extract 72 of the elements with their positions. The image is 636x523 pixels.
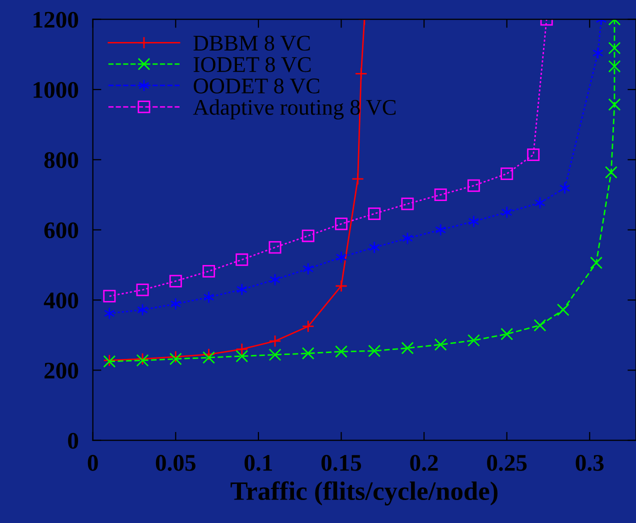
point <box>334 280 348 292</box>
legend-label: IODET 8 VC <box>194 57 311 72</box>
x-tick-label: 0.25 <box>487 454 527 471</box>
point <box>137 304 148 316</box>
point <box>236 253 248 266</box>
legend-label: DBBM 8 VC <box>193 36 310 51</box>
point <box>203 290 214 304</box>
x-tick-label: 0.05 <box>156 454 196 471</box>
point <box>236 350 248 362</box>
point <box>170 298 182 310</box>
x-tick-label: 0.2 <box>410 454 438 471</box>
point <box>467 179 480 192</box>
point <box>302 320 314 333</box>
point <box>592 46 604 60</box>
point <box>354 67 368 80</box>
point <box>302 262 314 276</box>
point <box>467 334 480 347</box>
point <box>302 347 314 360</box>
y-tick-label: 0 <box>68 432 78 449</box>
point <box>202 351 216 364</box>
point <box>268 334 282 348</box>
point <box>302 230 314 242</box>
point <box>434 188 447 202</box>
x-tick-label: 0.3 <box>576 454 604 471</box>
point <box>434 338 447 351</box>
point <box>534 319 546 332</box>
legend-label: OODET 8 VC <box>194 78 320 94</box>
y-tick-label: 1200 <box>34 12 78 28</box>
point <box>202 265 216 278</box>
point <box>500 328 514 340</box>
point <box>169 274 182 288</box>
point <box>368 207 381 220</box>
point <box>268 241 282 254</box>
point <box>590 256 603 270</box>
point <box>501 206 512 219</box>
point <box>268 348 282 362</box>
point <box>527 148 540 162</box>
point <box>401 198 414 210</box>
point <box>202 348 216 361</box>
point <box>559 182 570 194</box>
point <box>435 224 446 236</box>
x-tick-label: 0.1 <box>244 454 272 471</box>
point <box>352 172 364 186</box>
point <box>608 98 621 111</box>
y-tick-label: 200 <box>44 362 78 379</box>
x-tick-label: 0.15 <box>321 454 362 471</box>
point <box>500 167 514 180</box>
point <box>368 241 380 254</box>
point <box>334 218 348 230</box>
point <box>401 342 414 354</box>
point <box>136 284 149 296</box>
point <box>336 250 347 264</box>
point <box>608 42 621 54</box>
point <box>270 273 281 286</box>
point <box>334 345 348 358</box>
point <box>236 283 248 296</box>
point <box>402 232 413 245</box>
y-tick-label: 400 <box>44 292 78 308</box>
y-tick-label: 1000 <box>34 82 78 98</box>
y-tick-label: 600 <box>44 222 78 238</box>
x-tick-label: 0 <box>88 454 98 471</box>
point <box>236 342 248 356</box>
point <box>468 215 480 228</box>
point <box>103 290 116 302</box>
y-tick-label: 800 <box>44 152 78 168</box>
point <box>556 304 570 316</box>
point <box>534 196 546 210</box>
point <box>368 344 381 358</box>
point <box>604 166 618 179</box>
x-axis-title: Traffic (flits/cycle/node) <box>230 481 498 506</box>
point <box>608 60 621 73</box>
point <box>104 307 115 320</box>
